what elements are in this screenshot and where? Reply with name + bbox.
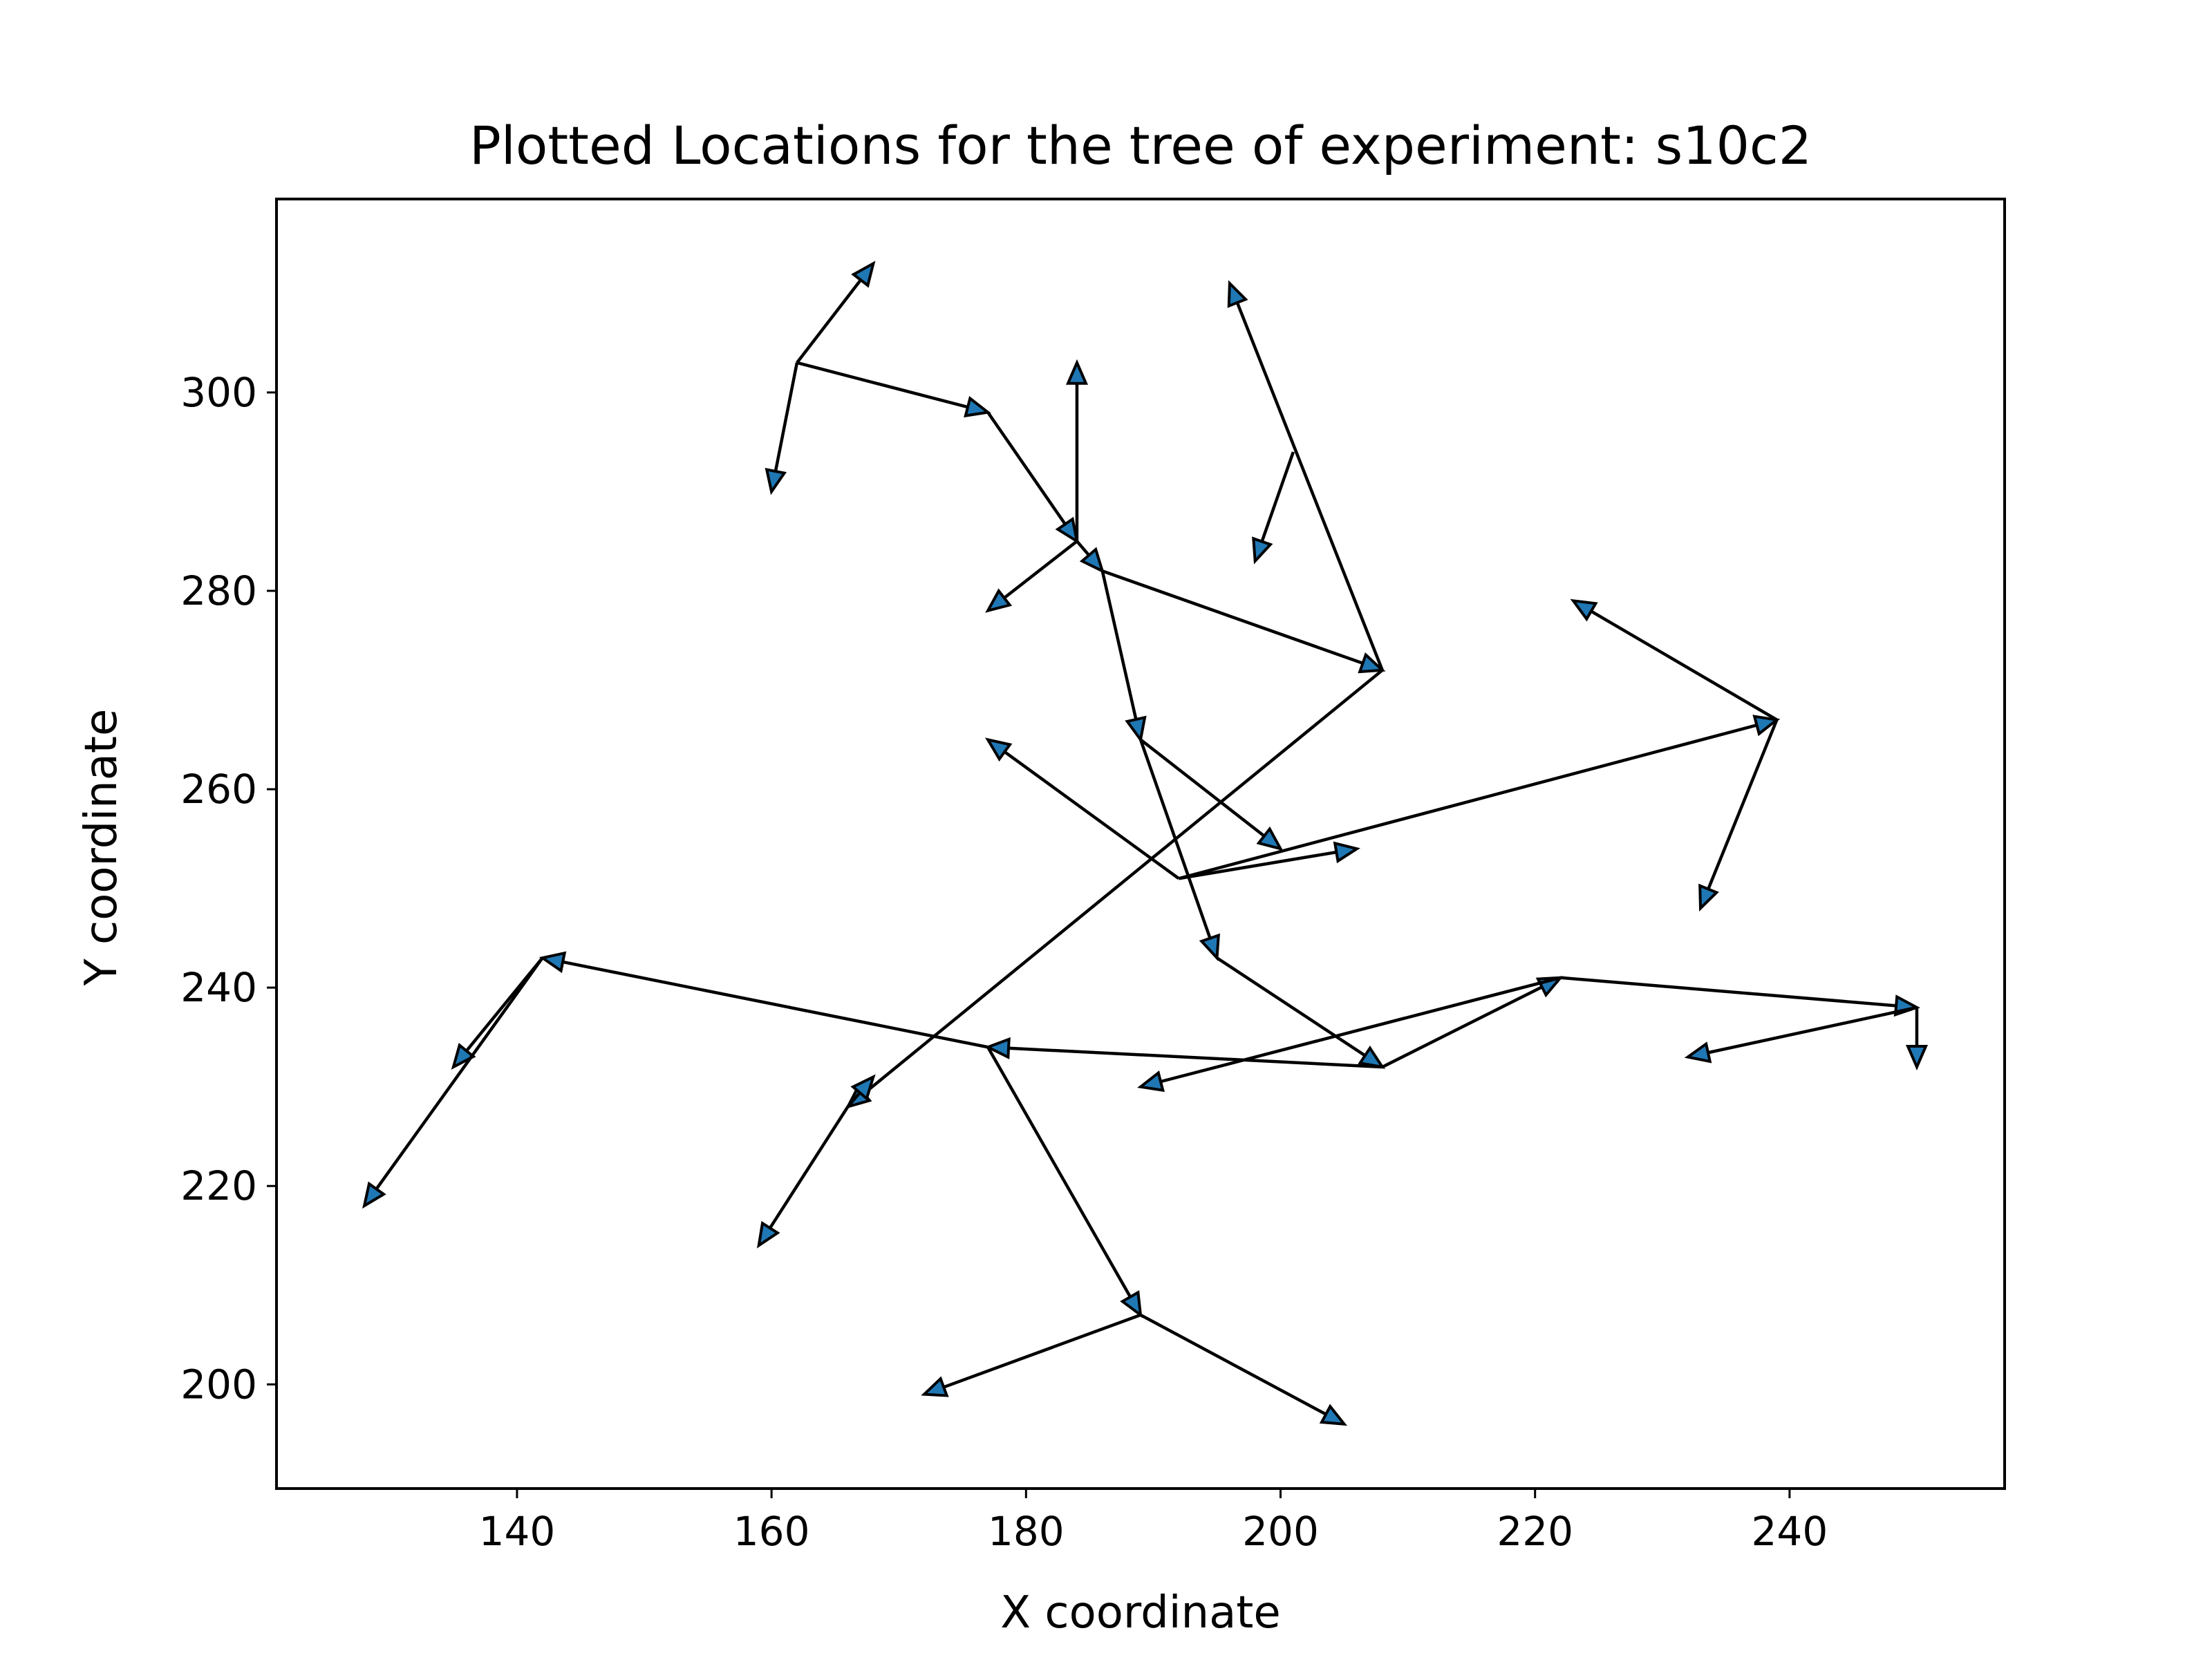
y-axis-label: Y coordinate <box>76 709 127 987</box>
edge-arrowhead <box>985 737 1013 762</box>
edge-arrowhead <box>1905 1045 1929 1071</box>
edge-line <box>1381 985 1543 1068</box>
chart-title: Plotted Locations for the tree of experi… <box>469 115 1812 176</box>
edge-line <box>1707 1005 1918 1055</box>
edge-arrowhead <box>451 1043 476 1070</box>
edge-line <box>375 956 544 1190</box>
edge-arrowhead <box>1065 359 1089 385</box>
edge-arrowhead <box>1333 841 1360 864</box>
edge-line <box>1004 750 1180 880</box>
edge-arrowhead <box>1684 1041 1712 1064</box>
y-tick-label: 220 <box>180 1162 257 1209</box>
edge-line <box>1139 738 1266 838</box>
edge-line <box>1216 956 1366 1057</box>
x-tick-label: 200 <box>1242 1508 1319 1555</box>
edge-line <box>1178 850 1337 880</box>
edge-line <box>1178 724 1758 880</box>
edge-line <box>1076 540 1090 556</box>
y-tick-label: 200 <box>180 1361 257 1408</box>
edge-line <box>943 1313 1141 1389</box>
edge-arrowhead <box>756 1220 780 1249</box>
edge-line <box>796 278 862 364</box>
x-tick-label: 140 <box>479 1508 556 1555</box>
edge-line <box>1008 1046 1382 1069</box>
edge-arrowhead <box>362 1181 386 1209</box>
edges-layer <box>362 261 1929 1426</box>
edge-arrowhead <box>1752 715 1781 737</box>
ticks-layer: 140 160 180 200 220 240 200 220 240 260 280 300 <box>180 369 1828 1555</box>
edge-line <box>863 669 1384 1095</box>
edge-arrowhead <box>1125 715 1147 744</box>
edge-line <box>1003 540 1078 600</box>
edge-arrowhead <box>1698 883 1719 912</box>
edge-line <box>986 411 1067 525</box>
edge-line <box>1102 569 1364 665</box>
edge-line <box>1260 451 1295 542</box>
edge-line <box>1560 976 1897 1008</box>
edge-arrowhead <box>850 1074 876 1102</box>
x-tick-label: 180 <box>988 1508 1065 1555</box>
edge-line <box>796 361 968 409</box>
edge-arrowhead <box>984 1037 1011 1059</box>
edge-arrowhead <box>1570 598 1598 622</box>
edge-arrowhead <box>1079 547 1105 574</box>
edge-line <box>562 960 988 1049</box>
edge-arrowhead <box>921 1376 949 1397</box>
edge-arrowhead <box>985 588 1013 613</box>
x-tick-label: 240 <box>1752 1508 1828 1555</box>
edge-line <box>1139 1313 1327 1416</box>
edge-arrowhead <box>1199 933 1221 961</box>
plot-frame <box>275 198 2006 1490</box>
edge-line <box>1138 739 1212 939</box>
edge-line <box>846 1091 861 1108</box>
edge-arrowhead <box>1319 1404 1348 1426</box>
y-tick-label: 300 <box>180 369 257 416</box>
edge-arrowhead <box>964 396 991 418</box>
edge-line <box>769 1106 850 1229</box>
edge-line <box>1100 570 1138 720</box>
x-tick-label: 220 <box>1497 1508 1573 1555</box>
edge-line <box>986 1046 1132 1298</box>
edge-line <box>1235 302 1384 671</box>
edge-arrowhead <box>1055 516 1079 545</box>
edge-line <box>1590 610 1778 721</box>
y-tick-label: 260 <box>180 766 257 813</box>
edge-line <box>1160 976 1562 1084</box>
edge-arrowhead <box>1227 280 1248 308</box>
edge-line <box>1707 719 1779 890</box>
y-tick-label: 240 <box>180 964 257 1011</box>
edge-line <box>774 362 799 472</box>
edge-arrowhead <box>765 467 787 495</box>
edge-arrowhead <box>538 951 567 974</box>
x-axis-label: X coordinate <box>1000 1587 1281 1639</box>
edge-arrowhead <box>1358 652 1386 674</box>
y-tick-label: 280 <box>180 567 257 614</box>
edge-arrowhead <box>1120 1290 1143 1319</box>
edge-arrowhead <box>1256 826 1284 851</box>
x-tick-label: 160 <box>733 1508 810 1555</box>
edge-arrowhead <box>851 261 876 288</box>
edge-arrowhead <box>1137 1070 1165 1093</box>
edge-arrowhead <box>1252 536 1273 565</box>
